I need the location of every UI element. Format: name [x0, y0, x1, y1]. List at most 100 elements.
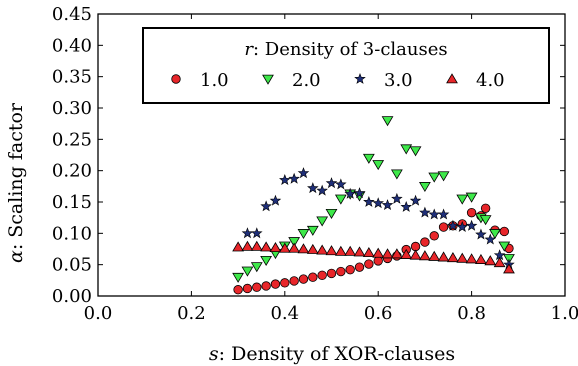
y-tick-label: 0.10: [52, 223, 92, 244]
data-point: [241, 240, 254, 251]
data-point: [251, 227, 263, 239]
data-point: [308, 272, 318, 282]
data-point: [353, 187, 366, 199]
y-axis-label-var: α: [5, 250, 27, 263]
y-tick-label: 0.20: [52, 161, 92, 182]
data-point: [391, 192, 403, 204]
y-axis-label: α: Scaling factor: [5, 102, 27, 263]
data-point: [465, 253, 478, 264]
legend-box: [142, 27, 550, 104]
data-point: [493, 257, 506, 268]
data-point: [437, 208, 450, 220]
y-tick-label: 0.35: [52, 67, 92, 88]
y-axis-ticks: 0.00 0.05 0.10 0.15 0.20 0.25 0.30 0.35 0.40 0.45: [52, 4, 565, 307]
data-point: [484, 255, 497, 266]
y-tick-label: 0.30: [52, 98, 92, 119]
data-point: [306, 225, 319, 236]
data-point: [325, 208, 338, 220]
data-point: [353, 246, 366, 257]
data-point: [456, 252, 469, 263]
data-point: [261, 281, 271, 291]
data-point: [400, 248, 413, 259]
data-point: [400, 200, 412, 212]
x-tick-label: 0.4: [270, 303, 299, 324]
data-point: [419, 182, 431, 193]
data-point: [419, 250, 431, 261]
data-point: [419, 206, 431, 218]
data-point: [232, 241, 244, 252]
legend-label: 1.0: [200, 70, 229, 91]
legend-title: r: Density of 3-clauses: [244, 39, 447, 60]
data-point: [297, 229, 310, 240]
data-point: [297, 243, 310, 254]
y-tick-label: 0.00: [52, 286, 92, 307]
data-points: [232, 116, 515, 295]
data-point: [475, 228, 487, 240]
data-point: [252, 282, 262, 292]
data-point: [344, 187, 356, 199]
data-point: [306, 243, 319, 254]
data-point: [326, 268, 337, 279]
data-point: [390, 248, 403, 259]
data-point: [362, 247, 375, 258]
legend-label: 3.0: [384, 70, 413, 91]
y-tick-label: 0.25: [52, 129, 92, 150]
data-point: [325, 177, 338, 189]
data-point: [456, 194, 469, 205]
data-point: [503, 263, 515, 274]
x-axis-label-var: s: [209, 343, 219, 365]
data-point: [354, 262, 365, 272]
data-point: [336, 266, 346, 277]
data-point: [289, 276, 299, 286]
data-point: [372, 247, 385, 258]
y-tick-label: 0.15: [52, 192, 92, 213]
data-point: [269, 242, 282, 253]
x-tick-label: 0.0: [84, 303, 113, 324]
data-point: [390, 169, 403, 180]
data-point: [316, 216, 329, 227]
data-point: [233, 285, 243, 295]
legend-marker: [171, 74, 181, 84]
data-point: [307, 182, 319, 194]
data-point: [484, 233, 497, 245]
data-point: [288, 242, 301, 253]
legend-title-text: : Density of 3-clauses: [253, 39, 448, 60]
data-point: [437, 171, 450, 182]
data-point: [334, 245, 347, 256]
x-tick-label: 0.8: [457, 303, 486, 324]
y-tick-label: 0.05: [52, 255, 92, 276]
x-axis-ticks: 0.0 0.2 0.4 0.6 0.8 1.0: [84, 14, 578, 324]
data-point: [270, 279, 281, 289]
data-point: [364, 259, 374, 269]
data-point: [317, 270, 327, 281]
data-point: [409, 249, 422, 260]
data-point: [250, 240, 263, 251]
data-point: [297, 167, 310, 179]
data-point: [288, 237, 301, 248]
data-point: [381, 116, 394, 127]
data-point: [479, 215, 492, 226]
data-point: [260, 200, 272, 212]
data-point: [437, 251, 450, 262]
plot-frame: [97, 13, 566, 297]
data-point: [420, 237, 430, 247]
legend-label: 2.0: [292, 70, 321, 91]
data-point: [480, 203, 491, 213]
data-point: [372, 197, 384, 209]
data-point: [498, 241, 511, 252]
data-point: [242, 283, 253, 294]
data-point: [298, 274, 309, 284]
data-point: [381, 248, 394, 259]
data-point: [372, 160, 385, 171]
data-point: [438, 222, 449, 232]
data-point: [475, 253, 487, 264]
legend: r: Density of 3-clauses 1.0 2.0 3.0 4.0: [142, 27, 550, 104]
data-point: [279, 174, 291, 185]
data-point: [456, 221, 469, 232]
x-tick-label: 1.0: [551, 303, 578, 324]
data-point: [400, 144, 413, 155]
data-point: [428, 172, 441, 183]
data-point: [409, 194, 422, 206]
data-point: [428, 250, 441, 261]
data-point: [428, 208, 440, 220]
